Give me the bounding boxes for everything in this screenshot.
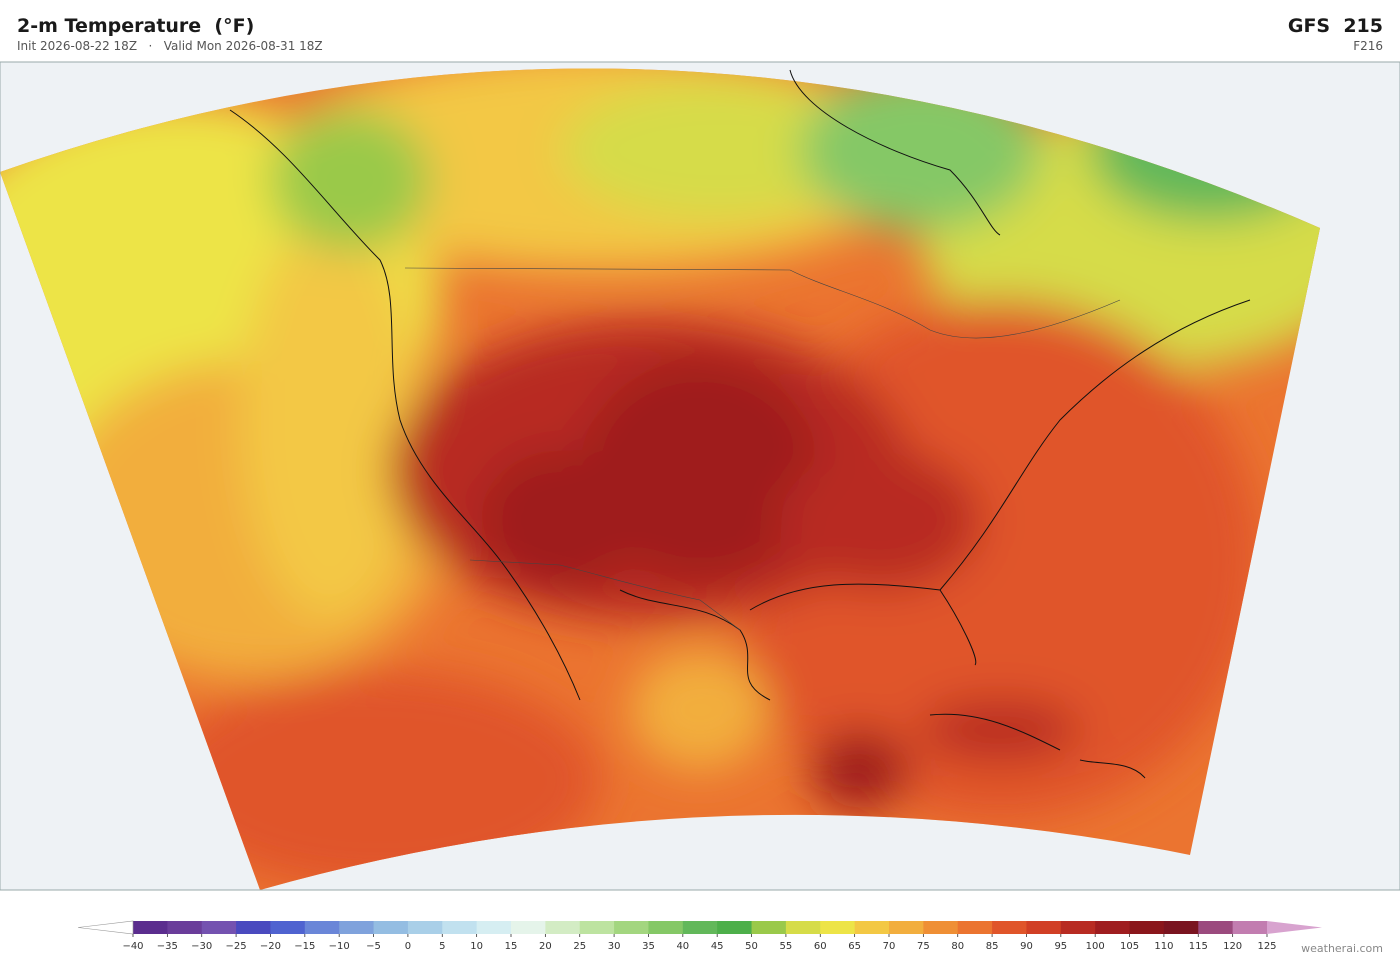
tick-label: −25 [226, 941, 247, 952]
tick-label: 15 [505, 941, 518, 952]
color-bin [992, 921, 1027, 934]
credit: weatherai.com [1301, 942, 1383, 955]
color-bin [648, 921, 684, 934]
tick-label: 10 [470, 941, 483, 952]
color-bin [339, 921, 375, 934]
tick-label: −40 [122, 941, 143, 952]
color-bin [1060, 921, 1096, 934]
tick-label: 50 [745, 941, 758, 952]
tick-label: 105 [1120, 941, 1139, 952]
tick-label: 35 [642, 941, 655, 952]
color-bin [373, 921, 409, 934]
tick-label: 80 [951, 941, 964, 952]
color-bin [717, 921, 753, 934]
tick-label: 45 [711, 941, 724, 952]
tick-label: 25 [573, 941, 586, 952]
tick-label: 85 [986, 941, 999, 952]
color-bin [236, 921, 271, 934]
tick-label: 0 [405, 941, 411, 952]
color-bin [889, 921, 924, 934]
color-bin [820, 921, 856, 934]
subtitle: Init 2026-08-22 18Z · Valid Mon 2026-08-… [17, 39, 323, 53]
model-label: GFS 215 [1287, 15, 1383, 37]
color-bin [1163, 921, 1199, 934]
color-bin [1198, 921, 1234, 934]
color-bin [1095, 921, 1131, 934]
map-frame [0, 61, 1400, 891]
color-bin [957, 921, 993, 934]
forecast-hour: F216 [1353, 39, 1383, 53]
tick-label: 100 [1086, 941, 1105, 952]
under-extension [77, 920, 134, 935]
over-extension [1267, 921, 1322, 934]
tick-label: −10 [329, 941, 350, 952]
color-bin [854, 921, 890, 934]
tick-label: −15 [294, 941, 315, 952]
tick-label: 30 [608, 941, 621, 952]
tick-label: 125 [1257, 941, 1276, 952]
tick-label: 120 [1223, 941, 1242, 952]
color-bin [1232, 921, 1268, 934]
tick-label: −30 [191, 941, 212, 952]
color-bin [579, 921, 615, 934]
color-bin [614, 921, 649, 934]
tick-label: 95 [1054, 941, 1067, 952]
color-bin [133, 921, 168, 934]
color-bin [682, 921, 718, 934]
tick-label: 5 [439, 941, 445, 952]
color-bin [1129, 921, 1165, 934]
color-bin [476, 921, 512, 934]
tick-label: 55 [780, 941, 793, 952]
tick-label: 70 [883, 941, 896, 952]
color-bin [270, 921, 306, 934]
color-bin [545, 921, 581, 934]
tick-label: 90 [1020, 941, 1033, 952]
color-bin [511, 921, 546, 934]
tick-label: −5 [366, 941, 381, 952]
borders [404, 267, 1121, 631]
color-bin [923, 921, 959, 934]
tick-label: 20 [539, 941, 552, 952]
tick-label: 65 [848, 941, 861, 952]
tick-label: 40 [676, 941, 689, 952]
title: 2-m Temperature (°F) [17, 15, 255, 37]
tick-label: 110 [1154, 941, 1173, 952]
tick-label: −35 [157, 941, 178, 952]
tick-label: −20 [260, 941, 281, 952]
color-bin [407, 921, 443, 934]
tick-label: 115 [1189, 941, 1208, 952]
color-bin [751, 921, 787, 934]
color-bin [304, 921, 340, 934]
color-bin [785, 921, 821, 934]
color-bin [1026, 921, 1062, 934]
tick-label: 75 [917, 941, 930, 952]
tick-label: 60 [814, 941, 827, 952]
color-bin [442, 921, 478, 934]
color-bin [201, 921, 237, 934]
color-bin [167, 921, 203, 934]
